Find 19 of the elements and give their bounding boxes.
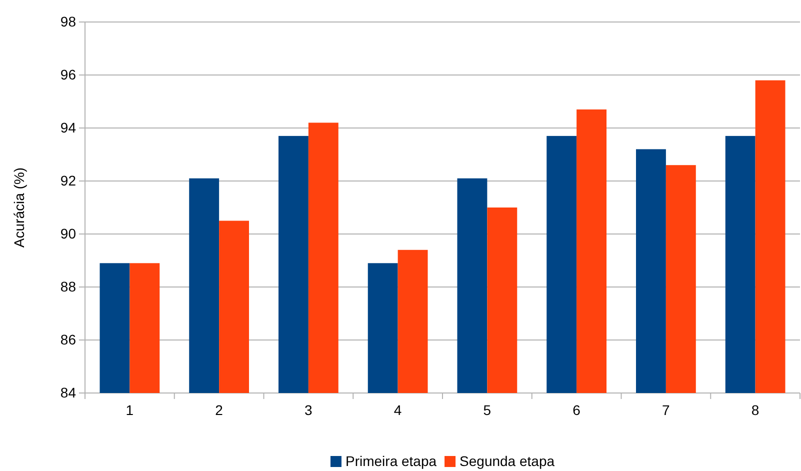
y-tick-label: 96: [60, 66, 76, 82]
legend-label: Primeira etapa: [345, 453, 437, 469]
x-tick-label: 3: [304, 402, 313, 418]
y-tick-label: 92: [60, 172, 76, 188]
legend-label: Segunda etapa: [460, 453, 555, 469]
x-tick-label: 4: [394, 402, 402, 418]
x-tick-label: 8: [751, 402, 760, 418]
y-tick-label: 86: [60, 331, 76, 348]
y-tick-label: 90: [60, 225, 76, 242]
y-tick-label: 84: [60, 384, 76, 400]
x-tick-label: 7: [662, 402, 670, 418]
x-tick-label: 2: [215, 402, 224, 418]
x-tick-label: 1: [126, 402, 134, 418]
x-tick-label: 6: [572, 402, 581, 418]
y-axis-title: Acurácia (%): [11, 167, 27, 248]
y-tick-label: 88: [60, 278, 76, 294]
x-tick-label: 5: [483, 402, 492, 418]
y-tick-label: 98: [60, 13, 76, 30]
y-tick-label: 94: [60, 119, 76, 136]
